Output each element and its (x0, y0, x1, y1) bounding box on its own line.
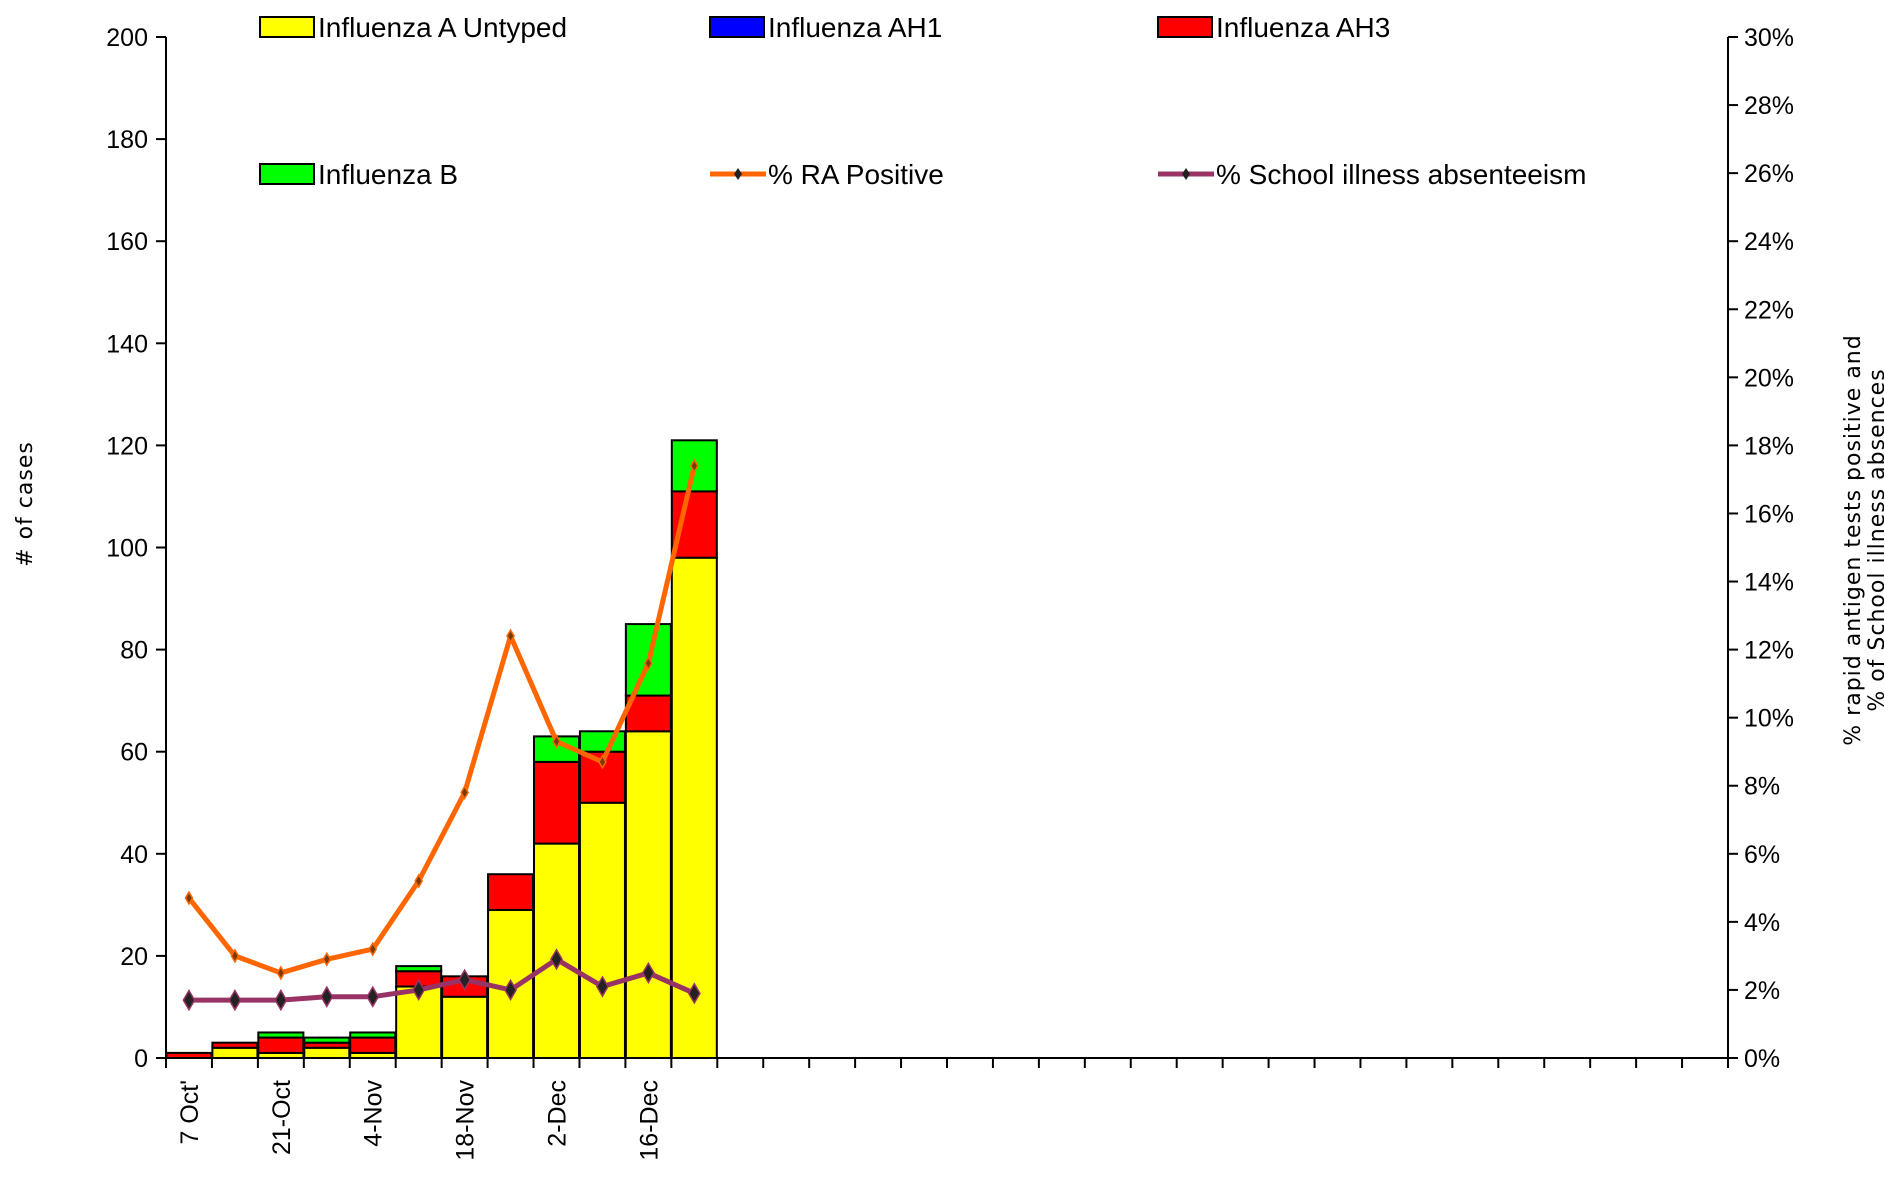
line-point-0-6 (460, 785, 469, 801)
bar-segment-2-2 (257, 1036, 305, 1054)
y-axis-title: # of cases (13, 441, 38, 567)
bar-segment-3-11 (670, 439, 718, 493)
y-tick-label-6: 120 (106, 432, 148, 460)
y2-tick-label-9: 18% (1744, 432, 1794, 460)
y2-tick-label-14: 28% (1744, 92, 1794, 120)
bar-segment-2-7 (487, 873, 535, 911)
legend-swatch-1 (709, 16, 765, 38)
y-tick-label-8: 160 (106, 228, 148, 256)
bar-segment-3-2 (257, 1031, 305, 1039)
x-tick-label-8: 2-Dec (544, 1080, 572, 1147)
line-point-1-6 (458, 968, 472, 991)
line-point-1-1 (228, 989, 242, 1012)
x-tick-label-2: 21-Oct (268, 1080, 296, 1155)
y2-tick-label-3: 6% (1744, 841, 1780, 869)
y2-tick-label-8: 16% (1744, 500, 1794, 528)
legend-label-2: Influenza AH3 (1216, 12, 1390, 43)
line-point-1-2 (274, 989, 288, 1012)
axes-layer: 0 20 40 60 80 100 120 140 160 180 200 0% 2% 4% 6% 8% 10%… (106, 24, 1794, 1161)
line-point-0-1 (230, 948, 240, 964)
line-series-0 (187, 465, 697, 976)
y2-tick-label-4: 8% (1744, 773, 1780, 801)
bar-segment-0-10 (624, 730, 672, 1060)
line-point-1-8 (550, 948, 563, 971)
line-point-1-4 (366, 985, 380, 1008)
legend-marker-5 (1182, 168, 1190, 180)
line-point-0-9 (598, 754, 607, 770)
y2-axis-title-line2: % of School illness absences (1865, 368, 1884, 711)
bar-segment-3-9 (578, 730, 626, 753)
line-point-1-5 (412, 978, 426, 1002)
line-point-1-0 (182, 989, 196, 1012)
line-point-0-10 (644, 655, 653, 671)
x-tick-label-6: 18-Nov (452, 1080, 480, 1161)
legend: Influenza A Untyped Influenza AH1 Influenz… (259, 12, 1586, 190)
legend-swatch-2 (1157, 16, 1213, 38)
x-tick-label-0: 7 Oct' (176, 1080, 204, 1145)
legend-swatch-0 (259, 16, 315, 38)
line-point-0-3 (322, 951, 332, 967)
y-tick-label-7: 140 (106, 330, 148, 358)
legend-label-4: % RA Positive (768, 159, 944, 190)
y-tick-label-2: 40 (120, 841, 148, 869)
bar-segment-0-3 (303, 1046, 351, 1060)
bar-segment-3-3 (303, 1036, 351, 1044)
y2-tick-label-6: 12% (1744, 637, 1794, 665)
y-tick-label-4: 80 (120, 637, 148, 665)
y2-tick-label-13: 26% (1744, 160, 1794, 188)
y-tick-label-9: 180 (106, 126, 148, 154)
line-point-1-10 (641, 961, 655, 985)
legend-marker-4 (734, 168, 742, 180)
y-tick-label-1: 20 (120, 943, 148, 971)
line-series-1 (188, 956, 696, 1003)
legend-label-1: Influenza AH1 (768, 12, 942, 43)
line-point-0-7 (506, 628, 515, 644)
legend-label-5: % School illness absenteeism (1216, 159, 1586, 190)
bar-segment-0-6 (441, 995, 489, 1059)
bar-segment-0-1 (211, 1046, 259, 1060)
bar-segment-3-5 (395, 965, 443, 973)
y2-tick-label-1: 2% (1744, 977, 1780, 1005)
lines-layer (182, 458, 701, 1012)
bar-segment-2-4 (349, 1036, 397, 1054)
y2-axis-title-line1: % rapid antigen tests positive and (1841, 334, 1866, 745)
line-point-0-8 (552, 734, 561, 749)
line-point-1-11 (687, 982, 701, 1005)
legend-label-3: Influenza B (318, 159, 458, 190)
y2-tick-label-10: 20% (1744, 364, 1794, 392)
bar-segment-3-4 (349, 1031, 397, 1039)
bar-segment-0-9 (578, 801, 626, 1059)
y2-tick-label-7: 14% (1744, 569, 1794, 597)
bar-segment-2-1 (211, 1041, 259, 1049)
y-tick-label-10: 200 (106, 24, 148, 52)
legend-label-0: Influenza A Untyped (318, 12, 567, 43)
y2-tick-label-0: 0% (1744, 1045, 1780, 1073)
y2-tick-label-2: 4% (1744, 909, 1780, 937)
line-point-1-9 (595, 975, 609, 998)
line-point-0-5 (414, 873, 424, 889)
legend-swatch-3 (259, 163, 315, 185)
y-tick-label-0: 0 (134, 1045, 148, 1073)
bars-layer (165, 439, 718, 1060)
line-point-0-0 (184, 890, 194, 906)
line-point-0-4 (368, 941, 378, 957)
y2-tick-label-15: 30% (1744, 24, 1794, 52)
bar-segment-2-8 (532, 760, 581, 845)
line-point-1-7 (504, 978, 518, 1002)
line-point-1-3 (320, 985, 334, 1008)
line-point-0-2 (276, 965, 286, 981)
line-point-0-11 (689, 458, 699, 474)
y2-tick-label-12: 24% (1744, 228, 1794, 256)
y-tick-label-5: 100 (106, 535, 148, 563)
x-tick-label-10: 16-Dec (635, 1080, 663, 1161)
y2-tick-label-11: 22% (1744, 296, 1794, 324)
y-tick-label-3: 60 (120, 739, 148, 767)
y2-tick-label-5: 10% (1744, 705, 1794, 733)
x-tick-label-4: 4-Nov (360, 1080, 388, 1147)
